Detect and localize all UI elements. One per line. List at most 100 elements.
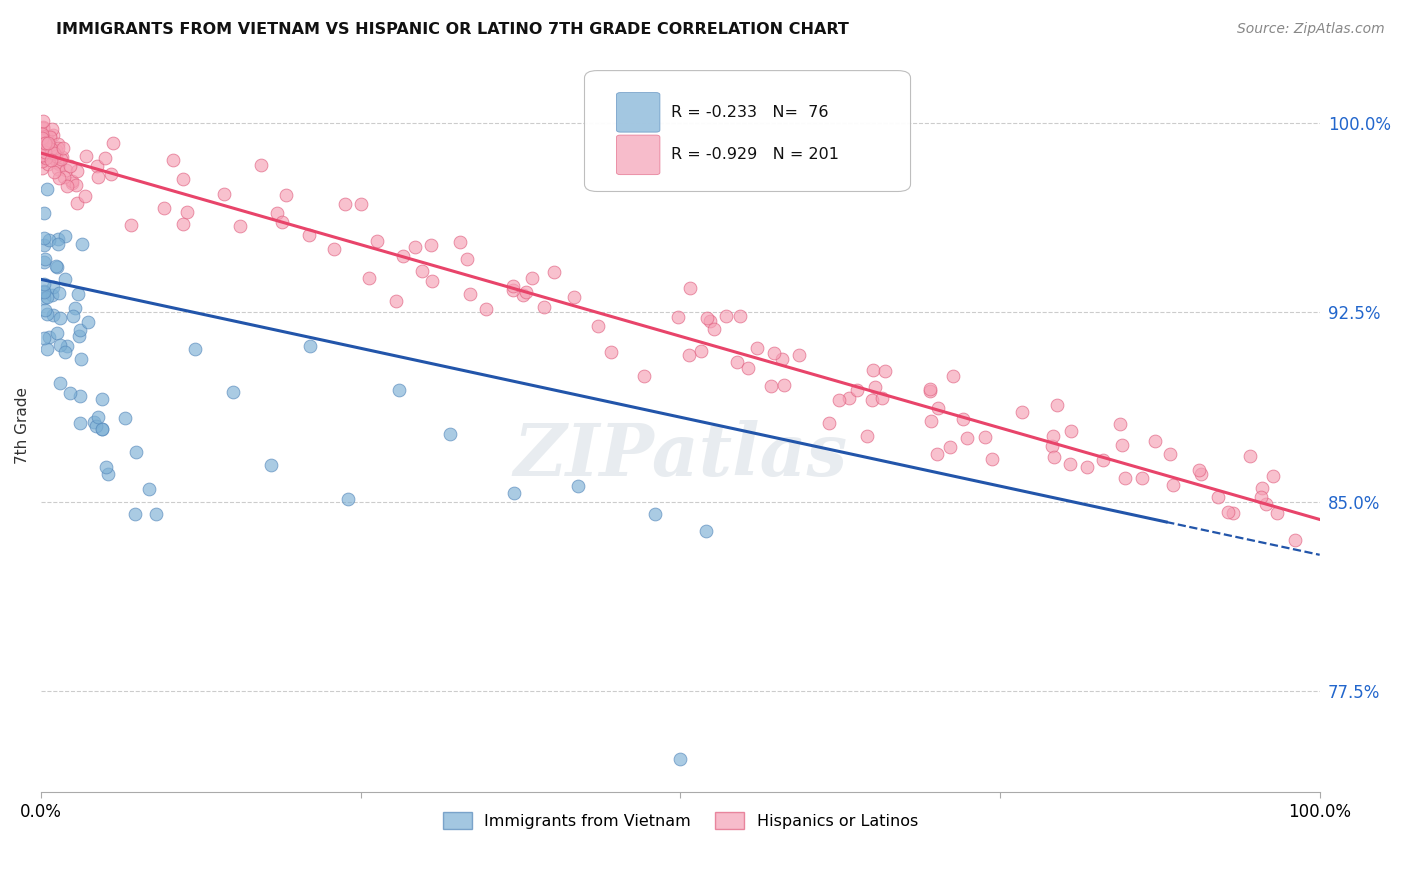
Point xyxy=(384,294,406,309)
Point xyxy=(45,260,67,274)
Point xyxy=(1254,497,1277,511)
Point xyxy=(41,288,63,302)
Point xyxy=(34,142,56,156)
Point xyxy=(46,232,69,246)
Point xyxy=(728,309,751,323)
FancyBboxPatch shape xyxy=(616,93,659,132)
Point xyxy=(475,302,498,317)
Point xyxy=(35,138,58,153)
Point xyxy=(97,467,120,481)
Point xyxy=(39,130,62,145)
Point xyxy=(770,352,793,367)
Point xyxy=(32,231,55,245)
Text: ZIPatlas: ZIPatlas xyxy=(513,420,848,491)
Point xyxy=(42,128,65,143)
Point xyxy=(32,206,55,220)
Point xyxy=(45,326,67,341)
Point xyxy=(918,382,941,396)
Point xyxy=(41,280,63,294)
Point xyxy=(32,284,55,298)
Point xyxy=(502,283,524,297)
Point xyxy=(32,136,55,151)
Point xyxy=(124,508,146,522)
Point xyxy=(249,158,271,172)
Point xyxy=(404,240,426,254)
Point xyxy=(75,149,97,163)
Point xyxy=(600,344,623,359)
Point xyxy=(1250,481,1272,495)
Point xyxy=(53,169,76,184)
Point xyxy=(32,238,55,252)
Point xyxy=(48,285,70,300)
Point xyxy=(336,492,359,507)
Point xyxy=(69,389,91,403)
Point xyxy=(62,309,84,323)
Point xyxy=(669,752,692,766)
Point xyxy=(31,149,53,163)
Point xyxy=(533,301,555,315)
Point xyxy=(93,151,115,165)
Point xyxy=(44,147,66,161)
Point xyxy=(59,160,82,174)
Point xyxy=(51,153,73,167)
Point xyxy=(52,141,75,155)
Point xyxy=(65,178,87,192)
Point xyxy=(91,422,114,436)
Point xyxy=(59,385,82,400)
Point xyxy=(1159,447,1181,461)
Point xyxy=(101,136,124,150)
Point xyxy=(1284,533,1306,547)
Point xyxy=(512,288,534,302)
Point xyxy=(633,368,655,383)
Text: Source: ZipAtlas.com: Source: ZipAtlas.com xyxy=(1237,22,1385,37)
Point xyxy=(172,217,194,231)
Point xyxy=(31,154,53,169)
Point xyxy=(42,152,65,166)
Point xyxy=(918,384,941,399)
Point xyxy=(39,128,62,143)
Point xyxy=(41,153,63,167)
Point xyxy=(32,133,55,147)
Point xyxy=(39,150,62,164)
Point xyxy=(56,339,79,353)
Point xyxy=(162,153,184,168)
Point xyxy=(60,177,83,191)
Point xyxy=(100,167,122,181)
Point xyxy=(45,259,67,273)
Point xyxy=(86,419,108,434)
Point xyxy=(37,143,59,157)
Point xyxy=(31,133,53,147)
Point xyxy=(1130,471,1153,485)
Point xyxy=(298,339,321,353)
Point xyxy=(1250,490,1272,504)
Point xyxy=(34,134,56,148)
Point xyxy=(266,206,288,220)
Point xyxy=(503,486,526,500)
Point xyxy=(927,401,949,415)
Point xyxy=(35,306,58,320)
Point xyxy=(86,160,108,174)
Point xyxy=(699,314,721,328)
Point xyxy=(39,144,62,158)
FancyBboxPatch shape xyxy=(585,70,911,192)
Point xyxy=(870,391,893,405)
Point xyxy=(333,196,356,211)
Point xyxy=(214,186,236,201)
Point xyxy=(31,148,53,162)
Point xyxy=(31,132,53,146)
Point xyxy=(39,142,62,156)
Point xyxy=(737,361,759,376)
Point xyxy=(35,138,58,153)
Point xyxy=(48,311,70,326)
Point xyxy=(32,120,55,135)
Point xyxy=(91,392,114,407)
Point xyxy=(32,291,55,305)
Point xyxy=(35,136,58,150)
Point xyxy=(67,329,90,343)
Point xyxy=(67,287,90,301)
Point xyxy=(761,379,783,393)
Point xyxy=(48,157,70,171)
Point xyxy=(1188,463,1211,477)
Point xyxy=(75,189,97,203)
Point xyxy=(46,137,69,152)
